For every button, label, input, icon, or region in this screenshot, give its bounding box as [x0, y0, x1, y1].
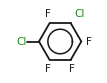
Text: F: F	[86, 37, 92, 46]
Text: Cl: Cl	[74, 9, 84, 19]
Text: F: F	[69, 64, 75, 74]
Text: F: F	[45, 9, 51, 19]
Text: Cl: Cl	[16, 37, 27, 46]
Text: F: F	[45, 64, 51, 74]
